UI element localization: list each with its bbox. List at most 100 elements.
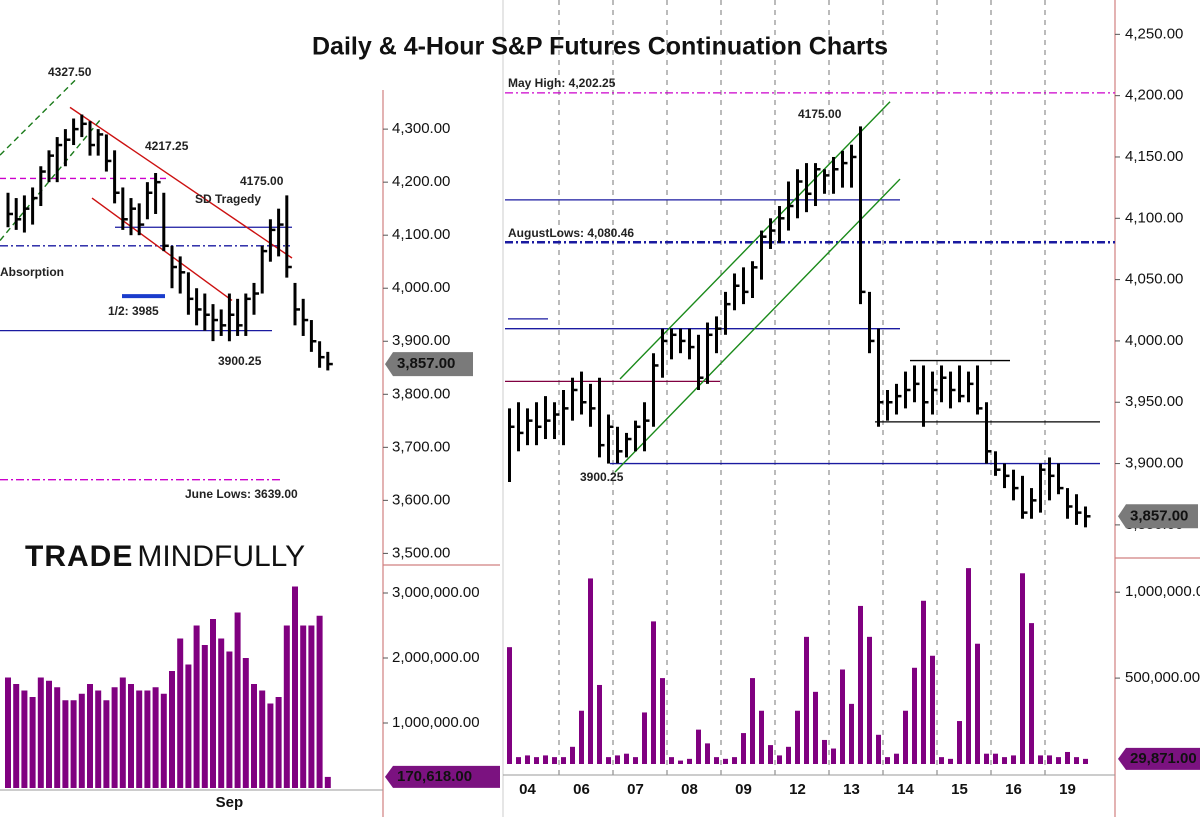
volume-tick-label: 3,000,000.00 [392,584,480,601]
volume-bar [13,684,20,788]
x-tick-label: 09 [735,781,752,798]
annotation: AugustLows: 4,080.46 [508,226,634,240]
volume-bar [849,703,854,764]
volume-bar [46,680,52,788]
volume-bar [316,615,323,788]
volume-bar [993,753,998,764]
volume-bar [678,760,683,764]
annotation: 4327.50 [48,65,92,79]
volume-bar [111,687,118,788]
volume-bar [5,677,11,788]
volume-bar [283,625,290,788]
volume-bar [210,619,216,788]
volume-bar [570,746,575,764]
x-tick-label: 08 [681,781,698,798]
volume-bar [957,721,962,764]
y-tick-label: 3,800.00 [392,385,450,402]
volume-bar [525,755,530,764]
trend-line [91,197,233,301]
annotation: Absorption [0,265,64,279]
x-tick-label: 06 [573,781,590,798]
volume-bar [226,651,233,788]
last-price-label: 3,857.00 [1130,507,1188,524]
volume-tick-label: 1,000,000.00 [392,714,480,731]
volume-bar [795,710,800,764]
last-price-label: 3,857.00 [397,355,455,372]
annotation: SD Tragedy [195,192,261,206]
last-price-box [1118,504,1198,529]
volume-bar [1038,755,1043,764]
volume-bar [939,757,944,764]
volume-bar [741,733,746,764]
volume-bar [912,667,917,764]
volume-bar [1074,757,1079,764]
volume-bar [822,739,827,764]
annotation: 3900.25 [580,470,624,484]
annotation: 4175.00 [798,107,842,121]
volume-bar [903,710,908,764]
volume-bar [534,757,539,764]
logo-text: TRADE [25,540,133,573]
y-tick-label: 4,200.00 [392,173,450,190]
volume-bar [921,600,926,764]
volume-bar [1002,757,1007,764]
volume-bar [70,700,77,788]
volume-bar [894,753,899,764]
volume-bar [160,693,167,788]
volume-bar [669,757,674,764]
volume-bar [169,671,175,788]
volume-bar [624,753,629,764]
volume-bar [516,757,521,764]
volume-bar [588,578,593,764]
volume-bar [786,746,791,764]
volume-bar [1047,755,1052,764]
volume-bar [651,621,656,764]
y-tick-label: 3,900.00 [1125,455,1183,472]
volume-bar [29,697,36,788]
y-tick-label: 4,000.00 [392,279,450,296]
volume-bar [705,743,710,764]
volume-bar [768,745,773,764]
trend-line [619,101,891,380]
y-tick-label: 3,600.00 [392,491,450,508]
x-tick-label: 07 [627,781,644,798]
volume-bar [242,658,249,788]
volume-bar [177,638,184,788]
volume-bar [128,684,134,788]
y-tick-label: 4,300.00 [392,120,450,137]
volume-bar [930,655,935,764]
x-tick-label: 14 [897,781,914,798]
volume-bar [876,734,881,764]
volume-bar [858,605,863,764]
last-volume-label: 170,618.00 [397,768,472,785]
volume-bar [642,712,647,764]
volume-bar [633,757,638,764]
volume-bar [804,636,809,764]
volume-bar [267,703,274,788]
volume-bar [615,755,620,764]
volume-bar [103,700,110,788]
y-tick-label: 4,250.00 [1125,25,1183,42]
volume-bar [687,758,692,764]
volume-bar [1029,623,1034,764]
last-volume-box [1118,747,1200,770]
volume-bar [95,690,102,788]
y-tick-label: 4,100.00 [392,226,450,243]
annotation: 4217.25 [145,139,189,153]
y-tick-label: 4,200.00 [1125,87,1183,104]
annotation: May High: 4,202.25 [508,76,616,90]
volume-bar [696,729,701,764]
volume-bar [777,755,782,764]
volume-bar [1083,758,1088,764]
x-tick-label: 04 [519,781,536,798]
trend-line [0,79,76,156]
chart-title: Daily & 4-Hour S&P Futures Continuation … [312,33,888,61]
volume-bar [275,697,282,788]
volume-tick-label: 2,000,000.00 [392,649,480,666]
volume-bar [144,690,151,788]
volume-bar [840,669,845,764]
volume-bar [1065,751,1070,764]
volume-bar [1056,757,1061,764]
volume-bar [885,757,890,764]
volume-bar [975,643,980,764]
